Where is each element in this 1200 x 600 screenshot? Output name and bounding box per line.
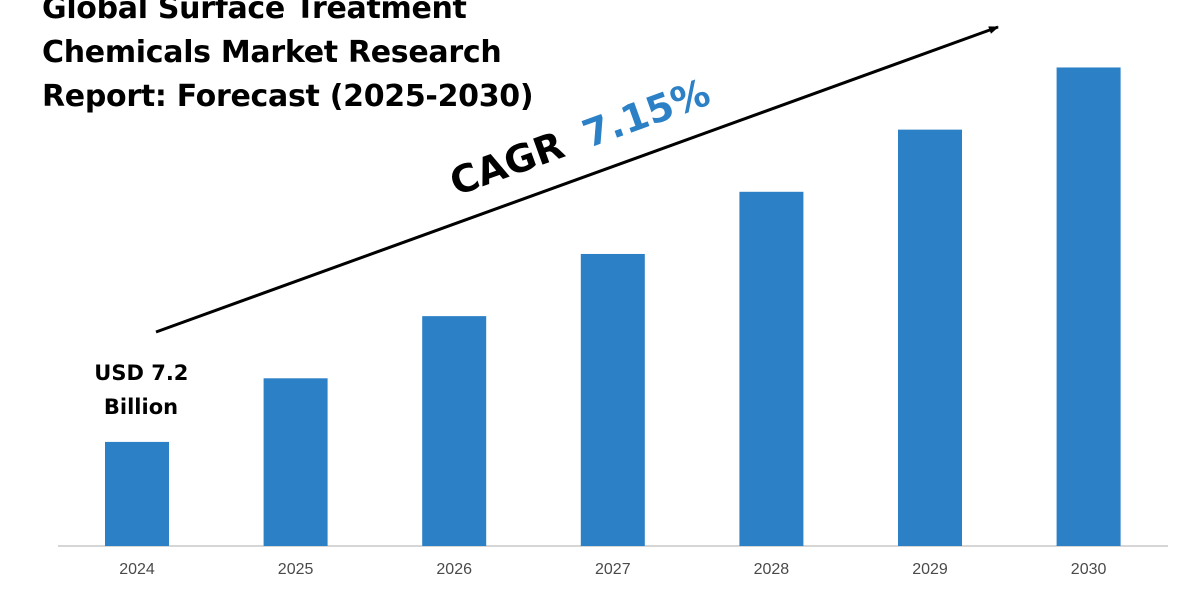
bar-2025 [263,378,328,546]
bar-2029 [898,129,962,547]
cagr-trend-arrow [155,25,999,334]
bar-2026 [422,316,487,546]
start-value-line-1: USD 7.2 [94,361,188,385]
x-tick-2025: 2025 [278,561,314,578]
x-tick-2028: 2028 [754,561,790,578]
x-tick-2024: 2024 [119,561,155,578]
x-tick-2029: 2029 [912,561,948,578]
cagr-annotation: CAGR 7.15% [444,70,716,204]
x-tick-2030: 2030 [1071,561,1107,578]
bar-2027 [580,253,645,547]
start-value-label: USD 7.2 Billion [94,361,195,419]
cagr-prefix: CAGR [444,123,570,204]
title-line-3: Report: Forecast (2025-2030) [42,79,534,114]
cagr-value: 7.15% [577,70,716,156]
x-tick-2027: 2027 [595,561,631,578]
x-tick-labels: 2024 2025 2026 2027 2028 2029 2030 [119,561,1106,578]
bar-2030 [1056,67,1121,547]
start-value-line-2: Billion [104,395,178,419]
bar-2028 [739,191,804,547]
bar-2024 [105,441,169,546]
title-line-2: Chemicals Market Research [42,35,502,70]
title-line-1: Global Surface Treatment [42,0,467,26]
chart-title: Global Surface Treatment Chemicals Marke… [42,0,534,119]
x-tick-2026: 2026 [436,561,472,578]
bars-group [105,67,1121,547]
